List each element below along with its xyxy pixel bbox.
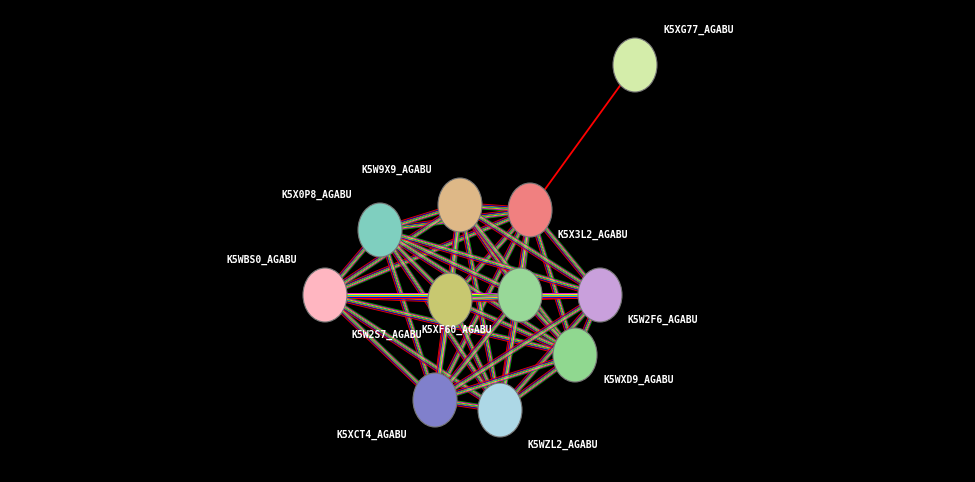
Text: K5W9X9_AGABU: K5W9X9_AGABU bbox=[362, 165, 432, 175]
Ellipse shape bbox=[508, 183, 552, 237]
Text: K5WXD9_AGABU: K5WXD9_AGABU bbox=[603, 375, 674, 385]
Text: K5W2F6_AGABU: K5W2F6_AGABU bbox=[628, 315, 698, 325]
Text: K5XCT4_AGABU: K5XCT4_AGABU bbox=[336, 430, 407, 440]
Text: K5WZL2_AGABU: K5WZL2_AGABU bbox=[528, 440, 599, 450]
Ellipse shape bbox=[428, 273, 472, 327]
Ellipse shape bbox=[303, 268, 347, 322]
Text: K5XF60_AGABU: K5XF60_AGABU bbox=[421, 325, 492, 335]
Ellipse shape bbox=[578, 268, 622, 322]
Text: K5X3L2_AGABU: K5X3L2_AGABU bbox=[558, 230, 629, 240]
Ellipse shape bbox=[498, 268, 542, 322]
Text: K5W2S7_AGABU: K5W2S7_AGABU bbox=[352, 330, 422, 340]
Ellipse shape bbox=[613, 38, 657, 92]
Ellipse shape bbox=[358, 203, 402, 257]
Text: K5WBS0_AGABU: K5WBS0_AGABU bbox=[226, 255, 297, 265]
Ellipse shape bbox=[438, 178, 482, 232]
Ellipse shape bbox=[553, 328, 597, 382]
Text: K5XG77_AGABU: K5XG77_AGABU bbox=[663, 25, 733, 35]
Ellipse shape bbox=[413, 373, 457, 427]
Text: K5X0P8_AGABU: K5X0P8_AGABU bbox=[282, 190, 352, 200]
Ellipse shape bbox=[478, 383, 522, 437]
